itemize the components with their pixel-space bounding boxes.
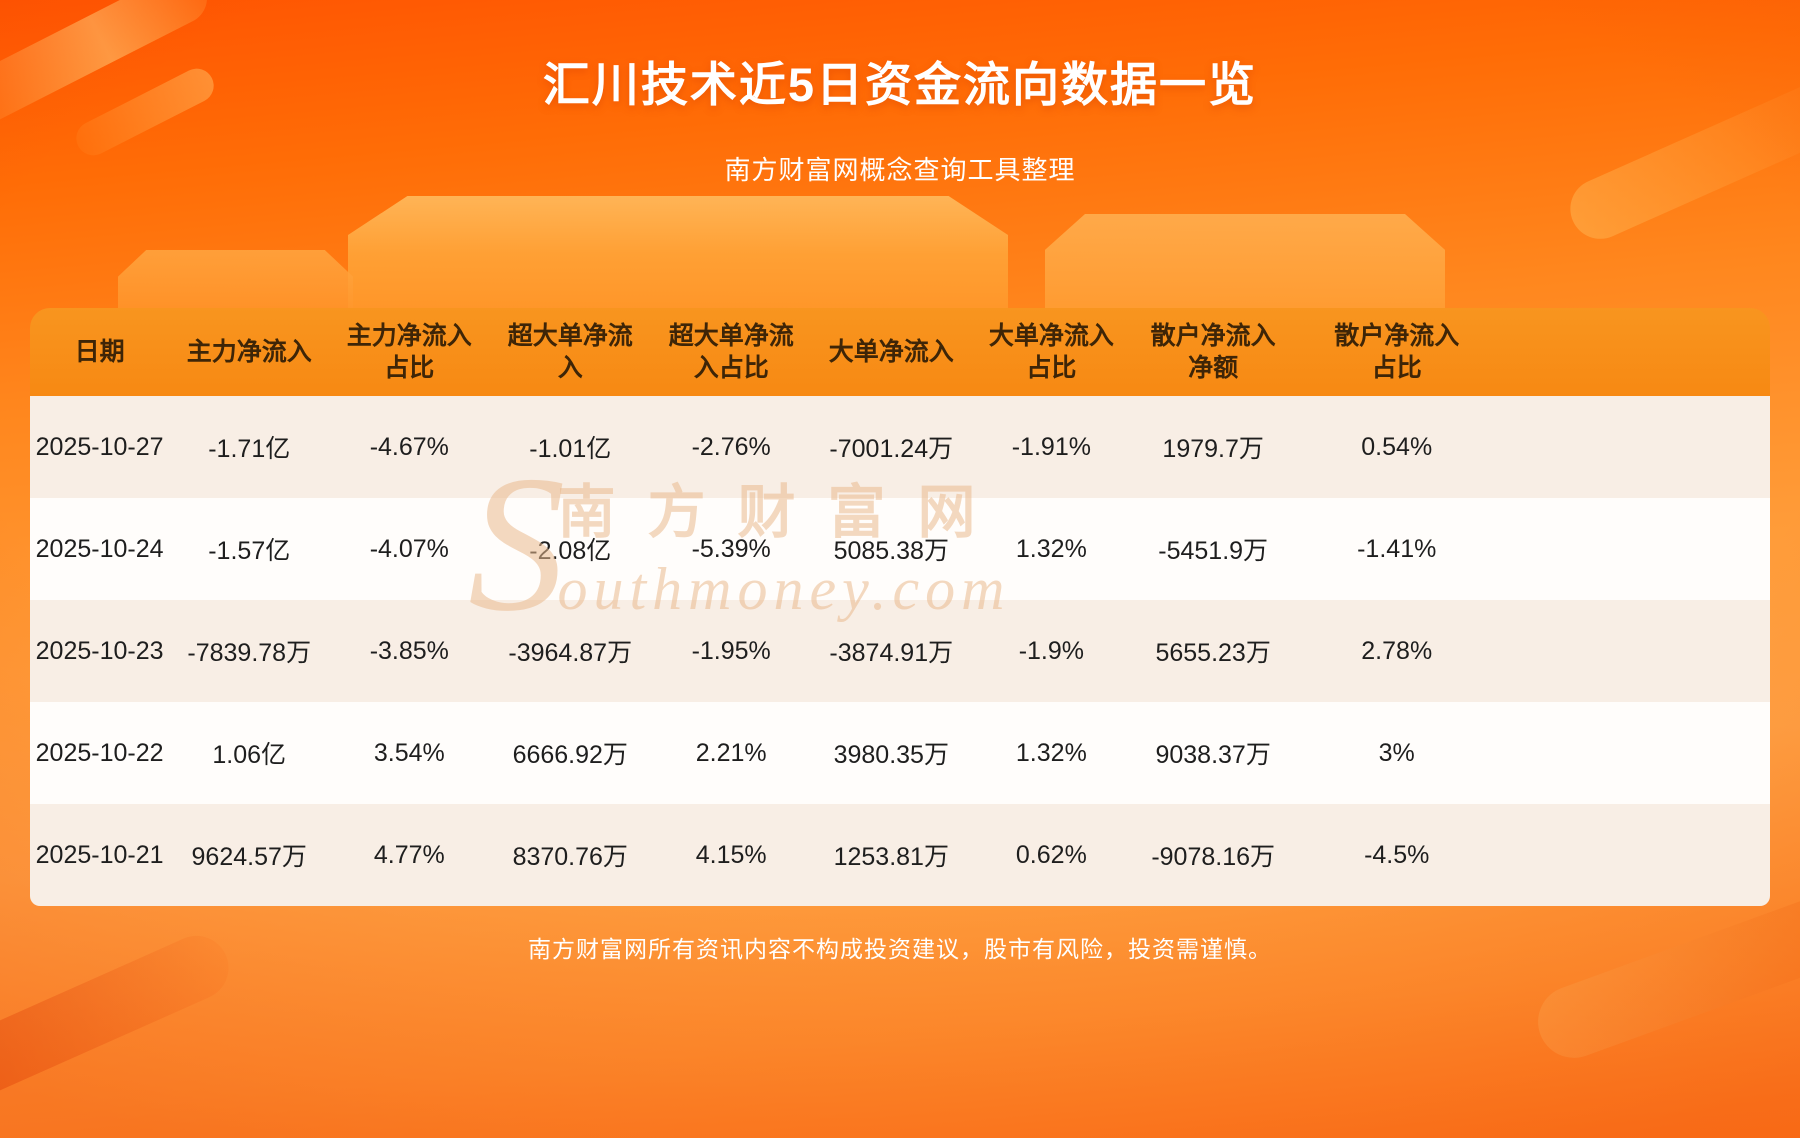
column-header-large-net-inflow: 大单净流入	[811, 308, 972, 396]
table-cell: -7839.78万	[187, 639, 312, 667]
spacer-cell	[1499, 396, 1770, 498]
table-row: 2025-10-21 9624.57万 4.77% 8370.76万 4.15%…	[30, 804, 1770, 906]
table-row: 2025-10-27 -1.71亿 -4.67% -1.01亿 -2.76% -…	[30, 396, 1770, 498]
column-header-xl-net-inflow: 超大单净流 入	[489, 308, 652, 396]
column-header-main-net-inflow: 主力净流入	[169, 308, 330, 396]
cell-date: 2025-10-23	[35, 636, 164, 665]
spacer-cell	[1499, 498, 1770, 600]
table-cell: 9038.37万	[1155, 741, 1271, 769]
decor-streak-bottom-right	[1527, 884, 1800, 1068]
table-cell: -2.76%	[691, 432, 771, 461]
table-cell: -9078.16万	[1151, 843, 1276, 871]
table-cell: -1.71亿	[208, 435, 291, 463]
table-cell: 5085.38万	[833, 537, 949, 565]
table-cell: -3.85%	[369, 636, 449, 665]
table-cell: 2.21%	[695, 738, 767, 767]
column-header-retail-ratio: 散户净流入 占比	[1294, 308, 1499, 396]
fund-flow-table: 日期 主力净流入 主力净流入 占比 超大单净流 入 超大单净流 入占比 大单净流…	[30, 308, 1770, 906]
table-cell: -1.91%	[1011, 432, 1091, 461]
page-title: 汇川技术近5日资金流向数据一览	[542, 58, 1258, 111]
table-cell: 6666.92万	[512, 741, 628, 769]
table-cell: 4.77%	[373, 840, 445, 869]
table-cell: 3980.35万	[833, 741, 949, 769]
header-row: 日期 主力净流入 主力净流入 占比 超大单净流 入 超大单净流 入占比 大单净流…	[30, 308, 1770, 396]
table-cell: 1.32%	[1015, 738, 1087, 767]
page-subtitle: 南方财富网概念查询工具整理	[724, 155, 1076, 185]
cell-date: 2025-10-21	[35, 840, 164, 869]
column-header-large-ratio: 大单净流入 占比	[971, 308, 1132, 396]
column-header-main-ratio: 主力净流入 占比	[329, 308, 490, 396]
table-cell: -3874.91万	[829, 639, 954, 667]
column-header-retail-net-inflow: 散户净流入 净额	[1131, 308, 1295, 396]
spacer-cell	[1499, 804, 1770, 906]
table-cell: 5655.23万	[1155, 639, 1271, 667]
table-cell: 1253.81万	[833, 843, 949, 871]
table-cell: -1.9%	[1018, 636, 1084, 665]
table-cell: 4.15%	[695, 840, 767, 869]
table-cell: -1.41%	[1357, 534, 1437, 563]
table-cell: 1.06亿	[212, 741, 287, 769]
table-cell: -4.67%	[369, 432, 449, 461]
table-cell: -4.5%	[1364, 840, 1430, 869]
table-cell: -1.95%	[691, 636, 771, 665]
table-cell: -1.57亿	[208, 537, 291, 565]
table-cell: 3.54%	[373, 738, 445, 767]
cell-date: 2025-10-22	[35, 738, 164, 767]
column-header-xl-ratio: 超大单净流 入占比	[651, 308, 812, 396]
table-cell: 0.62%	[1015, 840, 1087, 869]
table-cell: 1979.7万	[1162, 435, 1264, 463]
table-cell: -1.01亿	[529, 435, 612, 463]
spacer-cell	[1499, 600, 1770, 702]
table-cell: 2.78%	[1361, 636, 1433, 665]
table-cell: -4.07%	[369, 534, 449, 563]
table-cell: -5451.9万	[1158, 537, 1269, 565]
podium-shape-center	[348, 196, 1008, 326]
table-cell: -3964.87万	[508, 639, 633, 667]
cell-date: 2025-10-27	[35, 432, 164, 461]
table-row: 2025-10-23 -7839.78万 -3.85% -3964.87万 -1…	[30, 600, 1770, 702]
table-cell: 8370.76万	[512, 843, 628, 871]
cell-date: 2025-10-24	[35, 534, 164, 563]
table-cell: 3%	[1378, 738, 1415, 767]
spacer-cell	[1499, 702, 1770, 804]
table-cell: -5.39%	[691, 534, 771, 563]
table-cell: 9624.57万	[191, 843, 307, 871]
column-header-date: 日期	[30, 308, 170, 396]
spacer-cell	[1498, 308, 1770, 396]
table-cell: -7001.24万	[829, 435, 954, 463]
disclaimer-text: 南方财富网所有资讯内容不构成投资建议，股市有风险，投资需谨慎。	[528, 936, 1272, 962]
table-cell: 0.54%	[1361, 432, 1433, 461]
table-row: 2025-10-22 1.06亿 3.54% 6666.92万 2.21% 39…	[30, 702, 1770, 804]
table-cell: -2.08亿	[529, 537, 612, 565]
table-row: 2025-10-24 -1.57亿 -4.07% -2.08亿 -5.39% 5…	[30, 498, 1770, 600]
table-cell: 1.32%	[1015, 534, 1087, 563]
